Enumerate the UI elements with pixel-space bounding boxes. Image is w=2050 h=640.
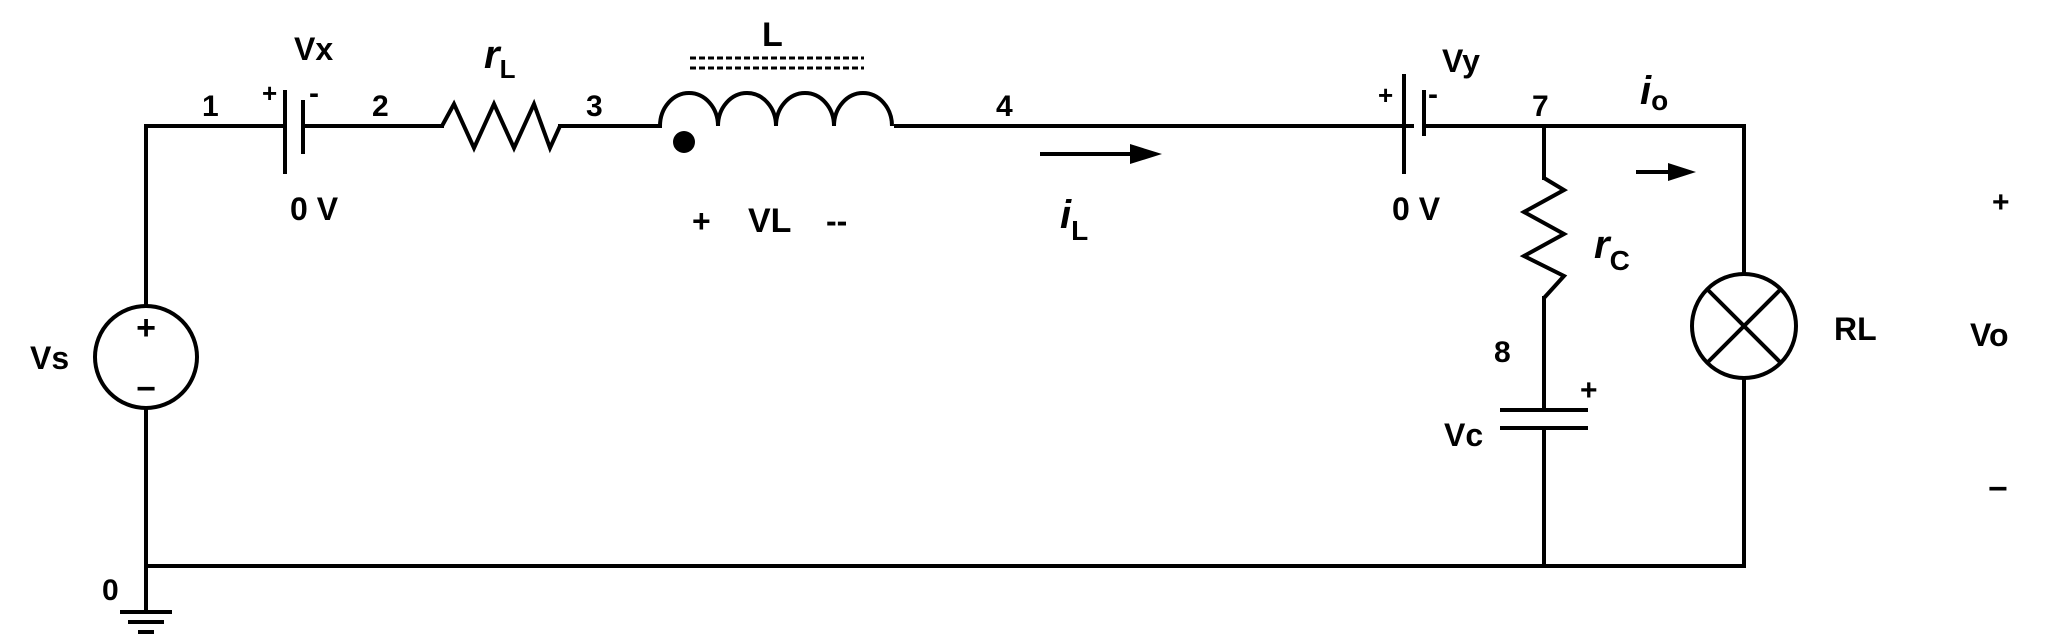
current-il-arrow <box>1040 144 1162 164</box>
inductor-polarity-dot <box>673 131 695 153</box>
rl-series-symbol: r <box>484 33 502 77</box>
node-label-1: 1 <box>202 90 219 123</box>
node-label-7: 7 <box>1532 90 1549 123</box>
io-subscript: o <box>1651 85 1668 116</box>
wires <box>144 124 1746 614</box>
resistor-rc <box>1519 176 1569 300</box>
node-label-2: 2 <box>372 90 389 123</box>
node-label-0: 0 <box>102 574 119 607</box>
vs-minus-sign: − <box>136 370 156 408</box>
node-label-8: 8 <box>1494 336 1511 369</box>
vo-plus-sign: + <box>1992 186 2010 219</box>
vx-value: 0 V <box>290 191 339 227</box>
rc-label: rC <box>1594 223 1630 276</box>
capacitor-label: Vc <box>1444 417 1483 453</box>
rl-series-label: rL <box>484 33 516 84</box>
rl-series-subscript: L <box>500 54 516 84</box>
vx-minus-sign: - <box>309 77 319 110</box>
voltage-source-vx <box>283 90 305 174</box>
vl-label: VL <box>748 202 791 240</box>
vl-minus-sign: -- <box>826 203 847 239</box>
vl-plus-sign: + <box>692 203 711 239</box>
vs-plus-sign: + <box>136 309 156 347</box>
vx-label: Vx <box>294 31 333 67</box>
il-label: iL <box>1060 193 1088 246</box>
vo-minus-sign: − <box>1988 470 2008 508</box>
inductor-label: L <box>762 16 783 54</box>
vy-value: 0 V <box>1392 191 1441 227</box>
il-symbol: i <box>1060 193 1072 237</box>
inductor-l <box>658 91 894 127</box>
io-label: io <box>1640 69 1668 116</box>
vo-label: Vo <box>1970 317 2009 353</box>
node-label-4: 4 <box>996 90 1013 123</box>
current-io-arrow <box>1636 163 1696 181</box>
voltage-source-vs: + − <box>93 304 199 410</box>
capacitor-c <box>1500 408 1588 430</box>
node-label-3: 3 <box>586 90 603 123</box>
il-subscript: L <box>1071 215 1088 246</box>
load-rl-lamp <box>1690 272 1798 380</box>
vy-label: Vy <box>1442 43 1480 79</box>
ground-symbol <box>120 610 172 634</box>
load-label: RL <box>1834 311 1877 347</box>
resistor-rl <box>440 98 562 154</box>
voltage-source-vy <box>1402 74 1426 174</box>
vy-minus-sign: - <box>1428 78 1438 111</box>
vx-plus-sign: + <box>262 78 277 108</box>
vs-label: Vs <box>30 340 69 376</box>
capacitor-plus-sign: + <box>1580 374 1598 407</box>
rc-subscript: C <box>1610 245 1630 276</box>
vy-plus-sign: + <box>1378 80 1393 110</box>
rc-symbol: r <box>1594 223 1612 267</box>
io-symbol: i <box>1640 69 1652 113</box>
